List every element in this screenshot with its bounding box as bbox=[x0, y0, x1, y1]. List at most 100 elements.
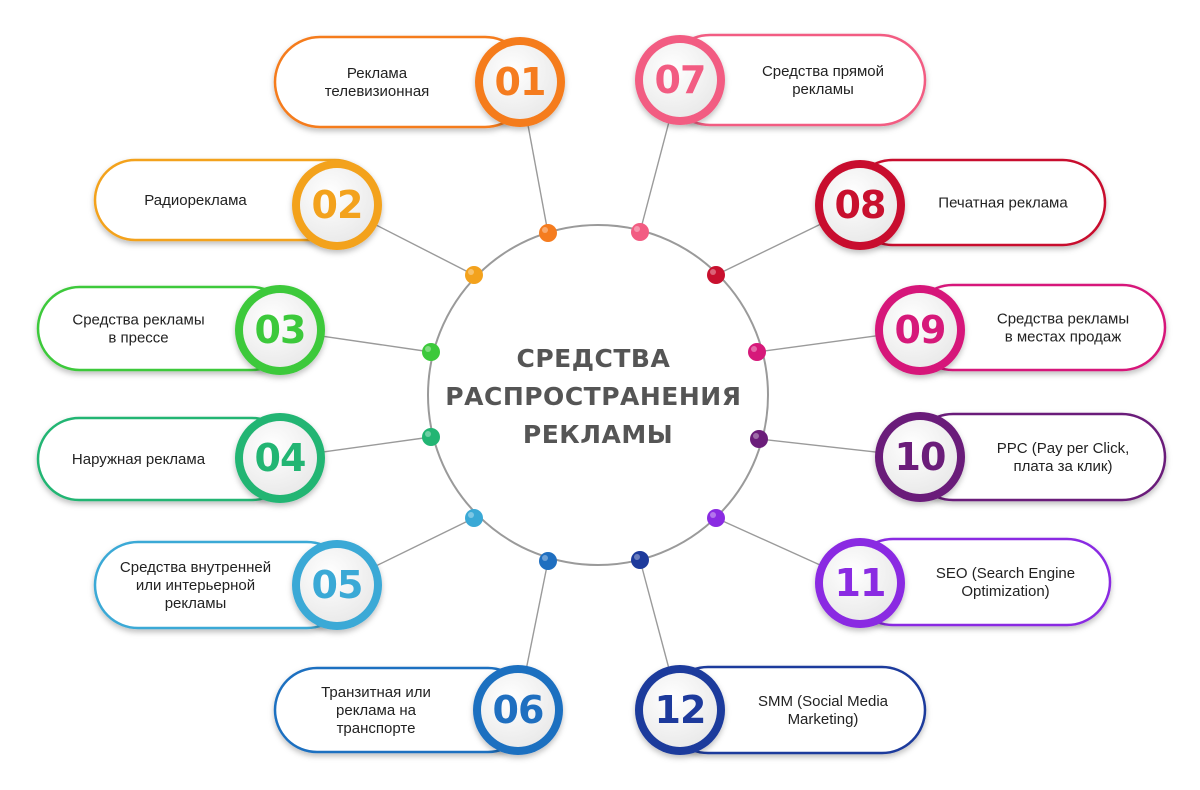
item-label-line: PPC (Pay per Click, bbox=[997, 440, 1130, 457]
connector-line-09 bbox=[756, 334, 879, 353]
item-number: 09 bbox=[895, 308, 946, 352]
item-06: 06 Транзитная или реклама на транспорте bbox=[273, 665, 563, 755]
item-label: Реклама телевизионная bbox=[325, 65, 430, 100]
item-number: 03 bbox=[255, 308, 306, 352]
connector-dot-highlight bbox=[425, 431, 431, 437]
connector-dot-highlight bbox=[710, 269, 716, 275]
connector-line-06 bbox=[525, 560, 549, 669]
number-disc bbox=[823, 168, 897, 242]
connector-dot-highlight bbox=[753, 433, 759, 439]
item-02: 02 Радиореклама bbox=[93, 158, 382, 250]
item-label: Средства рекламы в местах продаж bbox=[997, 311, 1129, 346]
item-pill-inner bbox=[850, 163, 1101, 240]
connector-dot-highlight bbox=[634, 226, 640, 232]
number-disc bbox=[643, 43, 717, 117]
number-disc bbox=[300, 168, 374, 242]
connector-dot-highlight bbox=[710, 512, 716, 518]
item-pill-inner bbox=[850, 542, 1106, 620]
connector-dot-01 bbox=[539, 224, 557, 242]
item-number: 10 bbox=[895, 435, 946, 479]
connector-line-08 bbox=[715, 222, 823, 276]
item-number: 05 bbox=[312, 563, 363, 607]
connector-dot-highlight bbox=[542, 227, 548, 233]
number-disc bbox=[883, 420, 957, 494]
item-number: 07 bbox=[655, 58, 706, 102]
item-label-line: Optimization) bbox=[961, 583, 1049, 600]
number-disc bbox=[243, 293, 317, 367]
connector-dot-12 bbox=[631, 551, 649, 569]
center-title-line-3: РЕКЛАМЫ bbox=[523, 420, 673, 449]
connector-dot-08 bbox=[707, 266, 725, 284]
item-label: Радиореклама bbox=[144, 192, 247, 209]
number-disc bbox=[300, 548, 374, 622]
item-label-line: Транзитная или bbox=[321, 684, 431, 701]
connector-line-11 bbox=[715, 517, 823, 567]
item-label-line: плата за клик) bbox=[1014, 458, 1113, 475]
item-09: 09 Средства рекламы в местах продаж bbox=[875, 283, 1167, 375]
connector-line-03 bbox=[321, 335, 432, 353]
connector-dot-highlight bbox=[425, 346, 431, 352]
number-disc bbox=[483, 45, 557, 119]
item-label: Средства прямой рекламы bbox=[762, 63, 884, 98]
item-01: 01 Реклама телевизионная bbox=[273, 35, 565, 129]
item-label: Средства внутренней или интерьерной реклам… bbox=[120, 559, 271, 612]
item-pill-inner bbox=[665, 670, 921, 748]
item-label-line: Средства внутренней bbox=[120, 559, 271, 576]
number-disc bbox=[481, 673, 555, 747]
item-label-line: или интерьерной bbox=[136, 577, 255, 594]
connector-dot-10 bbox=[750, 430, 768, 448]
connector-dot-highlight bbox=[542, 555, 548, 561]
item-label: PPC (Pay per Click, плата за клик) bbox=[997, 440, 1130, 475]
item-label-line: Средства рекламы bbox=[72, 312, 204, 329]
connector-line-12 bbox=[639, 559, 670, 670]
connector-line-04 bbox=[321, 436, 432, 453]
connector-dot-highlight bbox=[468, 512, 474, 518]
item-label-line: Наружная реклама bbox=[72, 451, 206, 468]
item-10: 10 PPC (Pay per Click, плата за клик) bbox=[875, 412, 1167, 502]
connector-dot-11 bbox=[707, 509, 725, 527]
item-07: 07 Средства прямой рекламы bbox=[635, 33, 927, 127]
item-pill-inner bbox=[665, 38, 921, 120]
item-label-line: рекламы bbox=[165, 595, 227, 612]
connector-dots bbox=[422, 223, 768, 570]
item-pill-inner bbox=[99, 545, 350, 623]
item-pill-inner bbox=[42, 421, 293, 495]
connector-dot-05 bbox=[465, 509, 483, 527]
connector-line-01 bbox=[526, 123, 549, 234]
item-label-line: Радиореклама bbox=[144, 192, 247, 209]
item-label-line: Средства рекламы bbox=[997, 311, 1129, 328]
item-label-line: в местах продаж bbox=[1005, 329, 1122, 346]
item-label-line: Средства прямой bbox=[762, 63, 884, 80]
center-circle bbox=[427, 224, 769, 566]
number-disc bbox=[643, 673, 717, 747]
item-label: SEO (Search Engine Optimization) bbox=[936, 565, 1075, 600]
item-label-line: транспорте bbox=[337, 720, 416, 737]
item-label: Печатная реклама bbox=[938, 195, 1068, 212]
item-05: 05 Средства внутренней или интерьерной рекл… bbox=[93, 540, 382, 630]
item-08: 08 Печатная реклама bbox=[815, 158, 1107, 250]
item-pill-inner bbox=[42, 290, 293, 365]
connector-dot-02 bbox=[465, 266, 483, 284]
connector-dot-highlight bbox=[751, 346, 757, 352]
item-number: 08 bbox=[835, 183, 886, 227]
center-title-line-1: СРЕДСТВА bbox=[516, 344, 670, 373]
connector-dot-09 bbox=[748, 343, 766, 361]
connector-dot-highlight bbox=[468, 269, 474, 275]
center-title-line-2: РАСПРОСТРАНЕНИЯ bbox=[445, 382, 741, 411]
item-pill-inner bbox=[279, 40, 530, 122]
center-title: СРЕДСТВА РАСПРОСТРАНЕНИЯ РЕКЛАМЫ bbox=[445, 344, 750, 449]
item-label-line: Реклама bbox=[347, 65, 408, 82]
connector-lines bbox=[321, 120, 879, 670]
item-number: 12 bbox=[655, 688, 706, 732]
item-number: 06 bbox=[493, 688, 544, 732]
item-nodes: 01 Реклама телевизионная 02 Радиореклама 03 Ср… bbox=[36, 33, 1167, 755]
connector-dot-04 bbox=[422, 428, 440, 446]
item-04: 04 Наружная реклама bbox=[36, 413, 325, 503]
number-disc bbox=[243, 421, 317, 495]
item-pill-inner bbox=[910, 417, 1161, 495]
item-label-line: рекламы bbox=[792, 81, 854, 98]
connector-dot-highlight bbox=[634, 554, 640, 560]
item-03: 03 Средства рекламы в прессе bbox=[36, 285, 325, 375]
item-number: 01 bbox=[495, 60, 546, 104]
item-label-line: реклама на bbox=[336, 702, 417, 719]
